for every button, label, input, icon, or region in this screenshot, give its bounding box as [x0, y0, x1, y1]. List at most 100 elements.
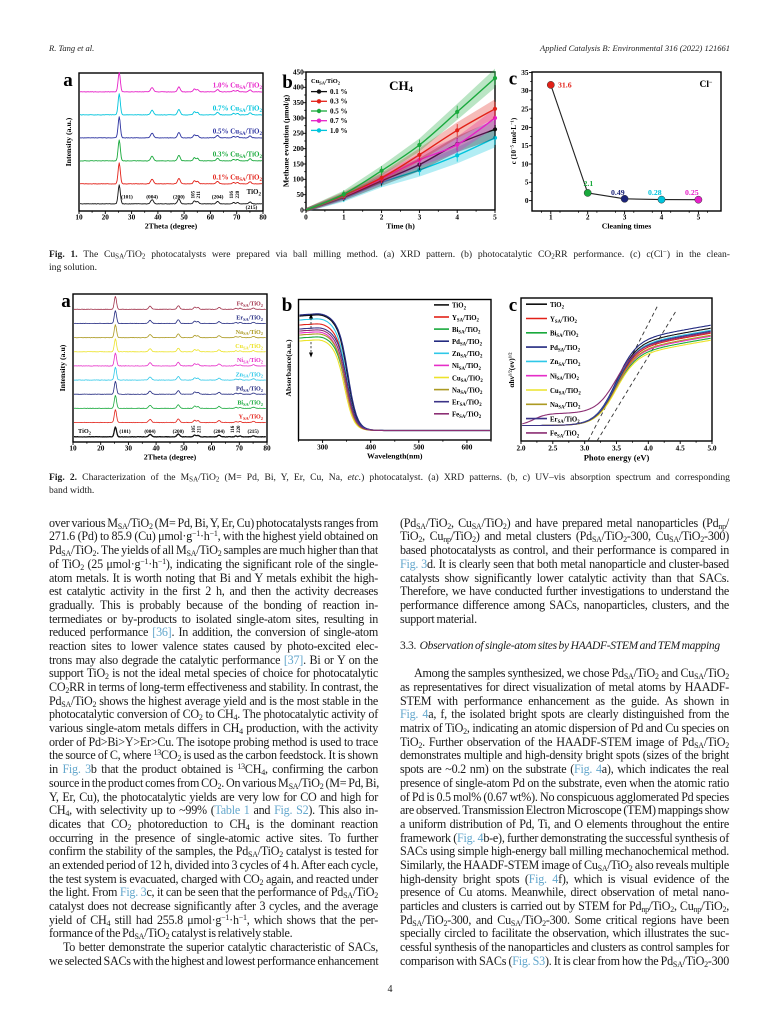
svg-text:a: a [63, 70, 73, 91]
svg-text:15: 15 [521, 141, 529, 150]
svg-text:2.0: 2.0 [516, 444, 525, 453]
svg-text:0.5% CuSA/TiO2: 0.5% CuSA/TiO2 [213, 128, 263, 138]
svg-text:10: 10 [521, 159, 529, 168]
svg-text:1.0 %: 1.0 % [330, 127, 348, 135]
svg-text:10: 10 [69, 444, 77, 453]
svg-text:5.0: 5.0 [707, 444, 716, 453]
svg-text:60: 60 [208, 444, 216, 453]
svg-text:400: 400 [365, 443, 376, 452]
svg-text:30: 30 [521, 86, 529, 95]
svg-text:CuSA/TiO2: CuSA/TiO2 [550, 388, 581, 397]
svg-text:30: 30 [125, 444, 133, 453]
svg-text:50: 50 [297, 190, 305, 199]
svg-text:0.3% CuSA/TiO2: 0.3% CuSA/TiO2 [213, 151, 263, 161]
svg-text:116: 116 [229, 191, 235, 199]
svg-text:5: 5 [697, 213, 701, 222]
svg-text:60: 60 [207, 213, 215, 222]
svg-text:2Theta (degree): 2Theta (degree) [144, 453, 197, 462]
svg-text:2.5: 2.5 [548, 444, 557, 453]
svg-text:PdSA/TiO2: PdSA/TiO2 [550, 345, 581, 354]
svg-text:200: 200 [293, 144, 304, 153]
svg-text:105: 105 [191, 190, 197, 198]
svg-text:70: 70 [233, 213, 241, 222]
svg-text:600: 600 [461, 443, 472, 452]
svg-text:CuSA/TiO2: CuSA/TiO2 [311, 78, 341, 86]
svg-text:NaSA/TiO2: NaSA/TiO2 [236, 330, 263, 336]
svg-text:PdSA/TiO2: PdSA/TiO2 [452, 339, 483, 348]
svg-text:TiO2: TiO2 [550, 302, 565, 311]
svg-text:50: 50 [180, 444, 188, 453]
svg-text:BiSA/TiO2: BiSA/TiO2 [237, 401, 263, 407]
svg-text:220: 220 [235, 190, 241, 198]
svg-text:Methane evolution (μmol/g): Methane evolution (μmol/g) [282, 94, 291, 187]
svg-text:30: 30 [128, 213, 136, 222]
svg-text:50: 50 [180, 213, 188, 222]
svg-text:4.0: 4.0 [644, 444, 653, 453]
svg-text:a: a [61, 291, 71, 312]
svg-text:BiSA/TiO2: BiSA/TiO2 [550, 331, 579, 340]
svg-text:0.7 %: 0.7 % [330, 117, 348, 125]
svg-text:0: 0 [525, 196, 529, 205]
svg-text:Time (h): Time (h) [386, 222, 415, 231]
svg-text:ZnSA/TiO2: ZnSA/TiO2 [550, 359, 581, 368]
svg-text:31.6: 31.6 [558, 81, 572, 90]
svg-text:TiO2: TiO2 [78, 428, 91, 435]
svg-text:αhν1/2(ev)1/2: αhν1/2(ev)1/2 [507, 352, 516, 388]
svg-text:100: 100 [293, 175, 304, 184]
svg-text:350: 350 [293, 98, 304, 107]
svg-text:4.5: 4.5 [676, 444, 685, 453]
svg-text:(204): (204) [213, 428, 225, 435]
svg-text:4: 4 [455, 213, 459, 222]
svg-text:NiSA/TiO2: NiSA/TiO2 [237, 358, 263, 364]
svg-text:300: 300 [293, 113, 304, 122]
svg-text:0.49: 0.49 [611, 188, 625, 197]
svg-text:70: 70 [236, 444, 244, 453]
svg-text:FeSA/TiO2: FeSA/TiO2 [452, 412, 482, 421]
svg-text:105: 105 [192, 425, 197, 433]
svg-text:(200): (200) [173, 194, 185, 201]
svg-text:ZnSA/TiO2: ZnSA/TiO2 [452, 351, 483, 360]
svg-text:0: 0 [300, 205, 304, 214]
svg-text:YSA/TiO2: YSA/TiO2 [550, 316, 578, 325]
svg-text:CH4: CH4 [389, 78, 414, 94]
svg-text:ErSA/TiO2: ErSA/TiO2 [452, 400, 482, 409]
svg-text:NiSA/TiO2: NiSA/TiO2 [550, 374, 579, 383]
svg-text:(200): (200) [173, 428, 185, 435]
svg-text:c: c [509, 295, 517, 316]
svg-text:Cleaning times: Cleaning times [602, 222, 652, 231]
svg-text:ErSA/TiO2: ErSA/TiO2 [236, 316, 263, 322]
svg-text:PdSA/TiO2: PdSA/TiO2 [236, 386, 263, 392]
svg-text:1: 1 [342, 213, 346, 222]
svg-text:TiO2: TiO2 [452, 303, 467, 312]
svg-text:Wavelength(nm): Wavelength(nm) [367, 452, 423, 461]
svg-text:b: b [282, 295, 293, 316]
svg-text:0.1 %: 0.1 % [330, 88, 348, 96]
svg-text:211: 211 [196, 191, 202, 199]
svg-text:0.7% CuSA/TiO2: 0.7% CuSA/TiO2 [213, 105, 263, 115]
svg-text:80: 80 [259, 213, 267, 222]
svg-text:3: 3 [418, 213, 422, 222]
svg-text:Intensity (a.u.): Intensity (a.u.) [64, 117, 73, 166]
svg-text:40: 40 [154, 213, 162, 222]
svg-text:CuSA/TiO2: CuSA/TiO2 [452, 375, 483, 384]
svg-text:NaSA/TiO2: NaSA/TiO2 [452, 387, 483, 396]
svg-text:3.0: 3.0 [580, 444, 589, 453]
svg-text:211: 211 [198, 425, 203, 433]
svg-text:0.5 %: 0.5 % [330, 107, 348, 115]
svg-text:(215): (215) [246, 204, 258, 211]
svg-text:3.5: 3.5 [612, 444, 621, 453]
svg-text:(215): (215) [247, 428, 259, 435]
svg-text:0.28: 0.28 [648, 188, 662, 197]
svg-text:YSA/TiO2: YSA/TiO2 [452, 315, 480, 324]
svg-text:FeSA/TiO2: FeSA/TiO2 [550, 431, 580, 440]
svg-text:0.1% CuSA/TiO2: 0.1% CuSA/TiO2 [213, 174, 263, 184]
svg-text:10: 10 [75, 213, 83, 222]
svg-text:(101): (101) [121, 194, 133, 201]
svg-text:450: 450 [293, 67, 304, 76]
svg-text:2.1: 2.1 [584, 179, 594, 188]
svg-text:3: 3 [623, 213, 627, 222]
svg-text:0: 0 [304, 213, 308, 222]
svg-text:c (10−5 mol·L−1): c (10−5 mol·L−1) [510, 117, 519, 164]
svg-text:5: 5 [493, 213, 497, 222]
svg-text:(101): (101) [119, 428, 131, 435]
